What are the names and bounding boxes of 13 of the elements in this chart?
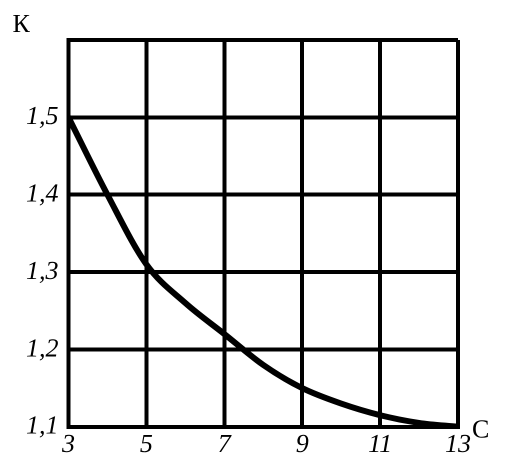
y-tick-label: 1,5 xyxy=(26,101,58,130)
x-tick-label: 3 xyxy=(61,429,75,458)
y-tick-label: 1,1 xyxy=(26,410,58,440)
x-tick-label: 5 xyxy=(140,429,153,458)
x-tick-label: 9 xyxy=(296,429,309,458)
y-axis-title: К xyxy=(12,8,30,38)
x-axis-title: С xyxy=(472,414,490,444)
x-tick-label: 13 xyxy=(445,429,471,458)
x-tick-label: 7 xyxy=(218,429,232,458)
y-tick-label: 1,2 xyxy=(26,333,58,362)
y-tick-label: 1,4 xyxy=(26,178,58,208)
y-tick-label: 1,3 xyxy=(26,256,58,285)
x-tick-label: 11 xyxy=(368,429,392,458)
